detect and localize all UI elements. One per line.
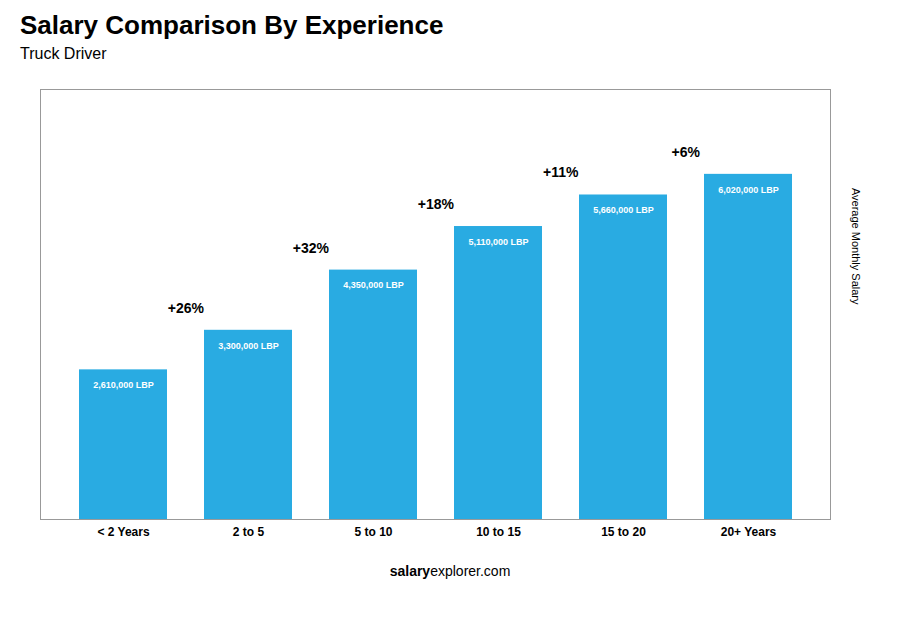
svg-text:20+ Years: 20+ Years: [721, 525, 777, 539]
svg-text:+6%: +6%: [672, 144, 701, 160]
svg-text:5,110,000 LBP: 5,110,000 LBP: [468, 237, 528, 247]
html-text:salary explorer.com: salary explorer.com: [389, 563, 511, 579]
html-text:Salary Comparison By Experienc: Salary Comparison By Experience: [20, 10, 444, 40]
svg-text:Average Monthly Salary: Average Monthly Salary: [850, 188, 862, 305]
html-text:Truck Driver: Truck Driver: [20, 45, 107, 62]
svg-text:< 2 Years: < 2 Years: [97, 525, 149, 539]
svg-text:15 to 20: 15 to 20: [601, 525, 646, 539]
svg-text:10 to 15: 10 to 15: [476, 525, 521, 539]
svg-text:2 to 5: 2 to 5: [233, 525, 265, 539]
svg-text:+11%: +11%: [543, 164, 579, 180]
svg-text:5,660,000 LBP: 5,660,000 LBP: [593, 205, 654, 215]
svg-text:2,610,000 LBP: 2,610,000 LBP: [93, 380, 154, 390]
svg-text:+26%: +26%: [168, 300, 205, 316]
svg-text:4,350,000 LBP: 4,350,000 LBP: [343, 280, 404, 290]
svg-text:+32%: +32%: [293, 240, 330, 256]
svg-text:5 to 10: 5 to 10: [354, 525, 392, 539]
svg-text:+18%: +18%: [418, 196, 455, 212]
svg-text:3,300,000 LBP: 3,300,000 LBP: [218, 341, 279, 351]
svg-text:6,020,000 LBP: 6,020,000 LBP: [718, 185, 779, 195]
